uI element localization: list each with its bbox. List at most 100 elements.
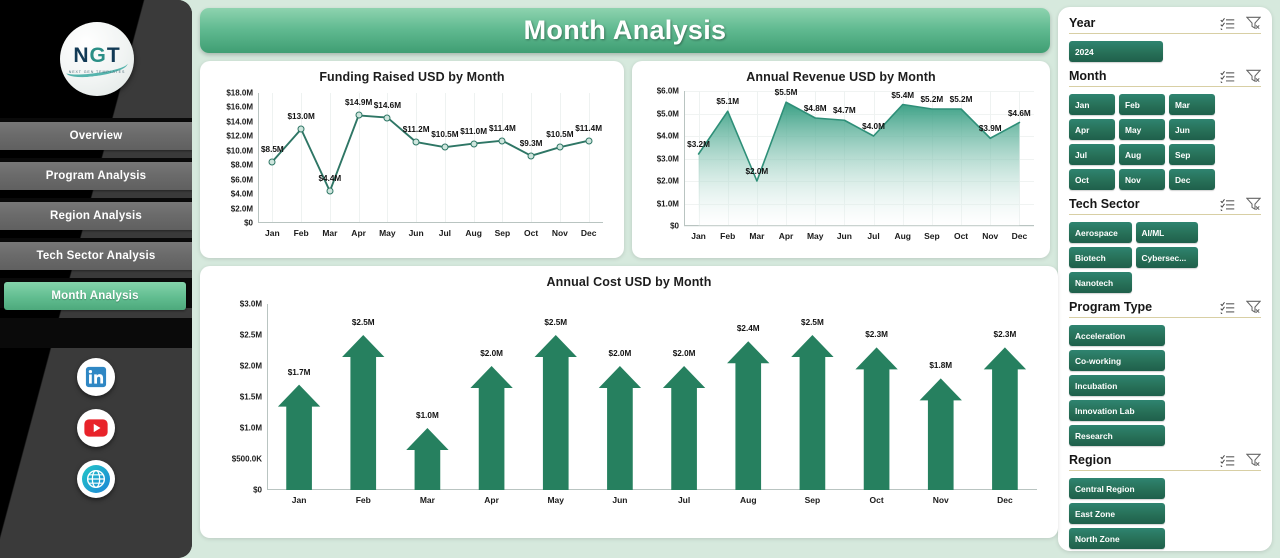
vertical-gridline xyxy=(756,91,758,226)
website-button[interactable] xyxy=(77,460,115,498)
data-point-marker xyxy=(556,143,564,151)
data-label: $11.2M xyxy=(402,125,430,135)
youtube-icon xyxy=(84,419,108,437)
data-label: $13.0M xyxy=(287,112,315,122)
sidebar-nav: Overview Program Analysis Region Analysi… xyxy=(0,122,192,322)
filter-section-program-type: Program Type xyxy=(1069,300,1261,446)
bar-arrow xyxy=(342,335,385,490)
filter-chip-jul[interactable]: Jul xyxy=(1069,144,1115,165)
x-axis-tick: Mar xyxy=(749,231,765,241)
filter-chip-co-working[interactable]: Co-working xyxy=(1069,350,1165,371)
data-point-marker xyxy=(326,187,334,195)
bar-arrow xyxy=(727,341,770,490)
chart-title: Funding Raised USD by Month xyxy=(319,70,505,84)
filter-title: Tech Sector xyxy=(1069,197,1140,211)
filter-chip-jun[interactable]: Jun xyxy=(1169,119,1215,140)
x-axis-tick: May xyxy=(806,231,824,241)
filter-chip-2024[interactable]: 2024 xyxy=(1069,41,1163,62)
multi-select-icon[interactable] xyxy=(1220,301,1235,314)
data-point-marker xyxy=(355,111,363,119)
data-label: $2.0M xyxy=(745,167,769,176)
y-axis-tick: $5.0M xyxy=(656,109,679,118)
filter-chip-incubation[interactable]: Incubation xyxy=(1069,375,1165,396)
vertical-gridline xyxy=(416,93,418,223)
filter-chip-ai-ml[interactable]: AI/ML xyxy=(1135,222,1198,243)
filter-chip-mar[interactable]: Mar xyxy=(1169,94,1215,115)
vertical-gridline xyxy=(272,93,274,223)
clear-filter-icon[interactable] xyxy=(1246,453,1261,467)
bar-arrow xyxy=(983,347,1027,490)
linkedin-button[interactable] xyxy=(77,358,115,396)
sidebar-item-region-analysis[interactable]: Region Analysis xyxy=(0,202,192,230)
clear-filter-icon[interactable] xyxy=(1246,197,1261,211)
sidebar-item-overview[interactable]: Overview xyxy=(0,122,192,150)
filter-chip-research[interactable]: Research xyxy=(1069,425,1165,446)
filter-chip-dec[interactable]: Dec xyxy=(1169,169,1215,190)
filter-chip-may[interactable]: May xyxy=(1119,119,1165,140)
clear-filter-icon[interactable] xyxy=(1246,300,1261,314)
filter-chip-apr[interactable]: Apr xyxy=(1069,119,1115,140)
y-axis-tick: $12.0M xyxy=(226,131,253,141)
filter-chip-north-zone[interactable]: North Zone xyxy=(1069,528,1165,549)
filter-chip-feb[interactable]: Feb xyxy=(1119,94,1165,115)
cost-series xyxy=(277,335,1027,490)
x-axis-tick: Feb xyxy=(293,228,309,238)
filter-chip-cybersecurity[interactable]: Cybersec... xyxy=(1135,247,1198,268)
horizontal-gridline xyxy=(683,91,1034,92)
multi-select-icon[interactable] xyxy=(1220,17,1235,30)
data-label: $11.0M xyxy=(460,126,488,136)
chart-title: Annual Revenue USD by Month xyxy=(746,70,936,84)
bar-arrow xyxy=(534,335,577,490)
sidebar-item-month-analysis[interactable]: Month Analysis xyxy=(4,282,186,310)
y-axis-tick: $0 xyxy=(670,221,679,231)
y-axis-tick: $18.0M xyxy=(226,88,253,98)
vertical-gridline xyxy=(329,93,331,223)
annual-cost-plot: $0 $500.0K $1.0M $1.5M $2.0M $2.5M $3.0M Jan Feb… xyxy=(232,300,1037,505)
x-axis-tick: Nov xyxy=(982,231,999,241)
x-axis-tick: Nov xyxy=(932,495,949,505)
filter-chip-central-region[interactable]: Central Region xyxy=(1069,478,1165,499)
logo-g: G xyxy=(89,43,107,67)
filter-chip-east-zone[interactable]: East Zone xyxy=(1069,503,1165,524)
filter-chip-nanotech[interactable]: Nanotech xyxy=(1069,272,1132,293)
filter-chip-innovation-lab[interactable]: Innovation Lab xyxy=(1069,400,1165,421)
filter-chip-acceleration[interactable]: Acceleration xyxy=(1069,325,1165,346)
filter-title: Year xyxy=(1069,16,1096,30)
multi-select-icon[interactable] xyxy=(1220,454,1235,467)
x-axis-tick: Feb xyxy=(355,495,371,505)
vertical-gridline xyxy=(358,93,360,223)
x-axis-tick: Apr xyxy=(484,495,499,505)
filter-chip-jan[interactable]: Jan xyxy=(1069,94,1115,115)
filter-chip-aerospace[interactable]: Aerospace xyxy=(1069,222,1132,243)
data-label: $3.2M xyxy=(687,140,710,149)
filter-chip-nov[interactable]: Nov xyxy=(1119,169,1165,190)
x-axis-tick: Apr xyxy=(351,228,366,238)
data-label: $2.3M xyxy=(993,330,1017,340)
filter-chip-biotech[interactable]: Biotech xyxy=(1069,247,1132,268)
x-axis-tick: Jan xyxy=(691,231,706,241)
vertical-gridline xyxy=(473,93,475,223)
filter-chip-aug[interactable]: Aug xyxy=(1119,144,1165,165)
data-point-marker xyxy=(527,152,535,160)
filter-chip-sep[interactable]: Sep xyxy=(1169,144,1215,165)
x-axis-tick: Sep xyxy=(494,228,511,238)
funding-raised-plot: $0 $2.0M $4.0M $6.0M $8.0M $10.0M $12.0M $14.0M… xyxy=(226,89,603,238)
data-label: $4.4M xyxy=(318,174,342,184)
vertical-gridline xyxy=(588,93,590,223)
youtube-button[interactable] xyxy=(77,409,115,447)
x-axis-tick: Jul xyxy=(677,495,691,505)
y-axis-tick: $2.5M xyxy=(239,330,262,340)
clear-filter-icon[interactable] xyxy=(1246,69,1261,83)
logo: NGT NEXT GEN TEMPLATES xyxy=(60,22,134,96)
top-charts-row: Funding Raised USD by Month $0 $2.0M $4.0M… xyxy=(196,61,1054,258)
clear-filter-icon[interactable] xyxy=(1246,16,1261,30)
annual-revenue-chart-card: Annual Revenue USD by Month $0 $1.0M $2.0M… xyxy=(631,61,1050,258)
x-axis-tick: Dec xyxy=(580,228,597,238)
multi-select-icon[interactable] xyxy=(1220,70,1235,83)
multi-select-icon[interactable] xyxy=(1220,198,1235,211)
filter-panel: Year 2024 xyxy=(1058,7,1272,551)
filter-chip-oct[interactable]: Oct xyxy=(1069,169,1115,190)
x-axis-tick: Jul xyxy=(867,231,880,241)
sidebar-item-program-analysis[interactable]: Program Analysis xyxy=(0,162,192,190)
sidebar-item-tech-sector-analysis[interactable]: Tech Sector Analysis xyxy=(0,242,192,270)
